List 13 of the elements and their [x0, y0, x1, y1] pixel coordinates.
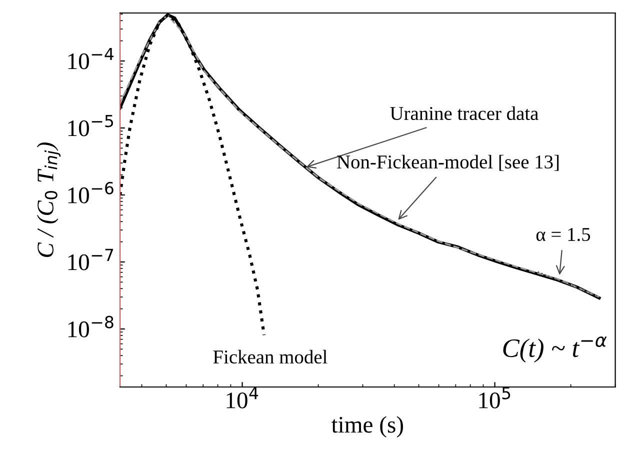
y-tick-label: 10$^{−4}$	[68, 48, 114, 70]
y-tick-label: 10$^{−7}$	[68, 248, 114, 270]
x-axis-title: time (s)	[331, 416, 403, 438]
y-tick-label: 10$^{−5}$	[68, 114, 114, 136]
annotation: Fickean model	[213, 350, 328, 364]
annotation: α = 1.5	[536, 228, 590, 242]
y-tick-label: 10$^{−6}$	[68, 182, 114, 204]
x-tick-label: 10$^{4}$	[226, 387, 258, 408]
annotation: C(t) ~ t$^{−α}$	[503, 336, 607, 362]
y-tick-label: 10$^{−8}$	[68, 316, 114, 338]
y-axis-title: C / (C$_{0}$ T$_{inj}$)	[36, 142, 61, 258]
annotation: Uranine tracer data	[390, 106, 538, 120]
annotation: Non-Fickean-model [see 13]	[337, 154, 559, 171]
